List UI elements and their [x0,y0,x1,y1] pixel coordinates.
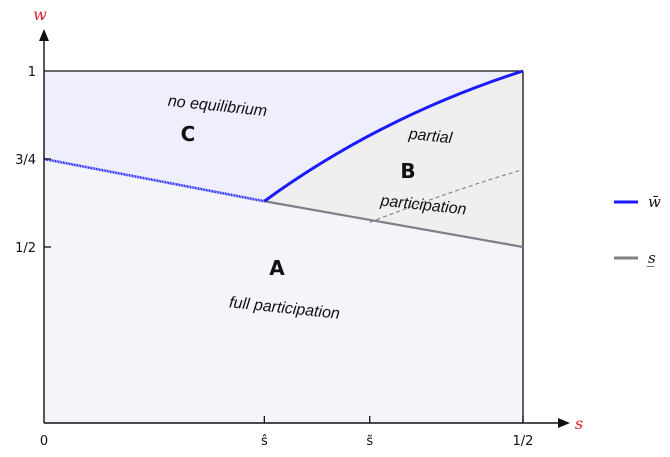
legend: w̄ s̲ [614,193,661,267]
x-axis-name: s [575,414,583,433]
w-bar-curve-right [263,69,524,203]
x-tick-label-3: 1/2 [513,434,534,449]
x-tick-label-0: 0 [40,434,48,449]
x-axis-ticks: 0 ŝ s̃ 1/2 [40,416,534,449]
x-tick-label-2: s̃ [366,434,373,449]
x-tick-label-1: ŝ [261,434,268,449]
region-b-letter: B [400,159,415,183]
region-c-area [44,71,523,202]
w-bar-curve-left [43,157,265,203]
y-tick-label-2: 1 [28,65,36,80]
dashed-boundary-curve [369,168,524,223]
y-tick-label-1: 3/4 [15,153,36,168]
region-a-area [44,159,523,423]
region-a-letter: A [269,256,285,280]
y-tick-label-0: 1/2 [15,241,36,256]
s-bar-curve [264,200,524,249]
y-axis-name: w [33,5,47,24]
y-axis-ticks: 1/2 3/4 1 [15,65,51,256]
legend-label-w-bar: w̄ [648,193,661,211]
region-b-area [264,71,523,247]
legend-label-s-bar: s̲ [646,249,656,267]
region-c-letter: C [181,122,196,146]
region-b-caption-top: partial [407,126,454,148]
